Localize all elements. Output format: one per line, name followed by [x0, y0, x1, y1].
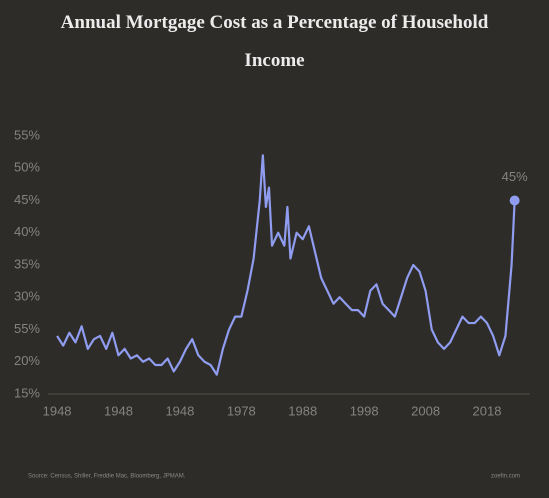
value-label: 45%	[502, 169, 528, 184]
credit: zoefin.com	[491, 474, 520, 480]
y-tick-label: 35%	[14, 256, 40, 271]
y-tick-label: 50%	[14, 160, 40, 175]
x-tick-label: 2018	[473, 403, 502, 418]
y-tick-label: 55%	[14, 127, 40, 142]
y-tick-label: 30%	[14, 289, 40, 304]
y-tick-label: 40%	[14, 224, 40, 239]
end-point	[509, 195, 520, 206]
x-tick-label: 2008	[411, 403, 440, 418]
y-tick-label: 55%	[14, 321, 40, 336]
chart-title: Annual Mortgage Cost as a Percentage of …	[60, 12, 489, 71]
x-tick-label: 1988	[288, 403, 317, 418]
x-tick-label: 1998	[350, 403, 379, 418]
x-tick-label: 1948	[104, 403, 133, 418]
x-tick-label: 1948	[165, 403, 194, 418]
x-tick-label: 1978	[227, 403, 256, 418]
y-tick-label: 15%	[14, 385, 40, 400]
y-tick-label: 20%	[14, 353, 40, 368]
y-tick-label: 45%	[14, 192, 40, 207]
data-line	[56, 154, 516, 376]
x-tick-label: 1948	[43, 403, 72, 418]
source-note: Source: Census, Shiller, Freddie Mac, Bl…	[28, 474, 186, 480]
